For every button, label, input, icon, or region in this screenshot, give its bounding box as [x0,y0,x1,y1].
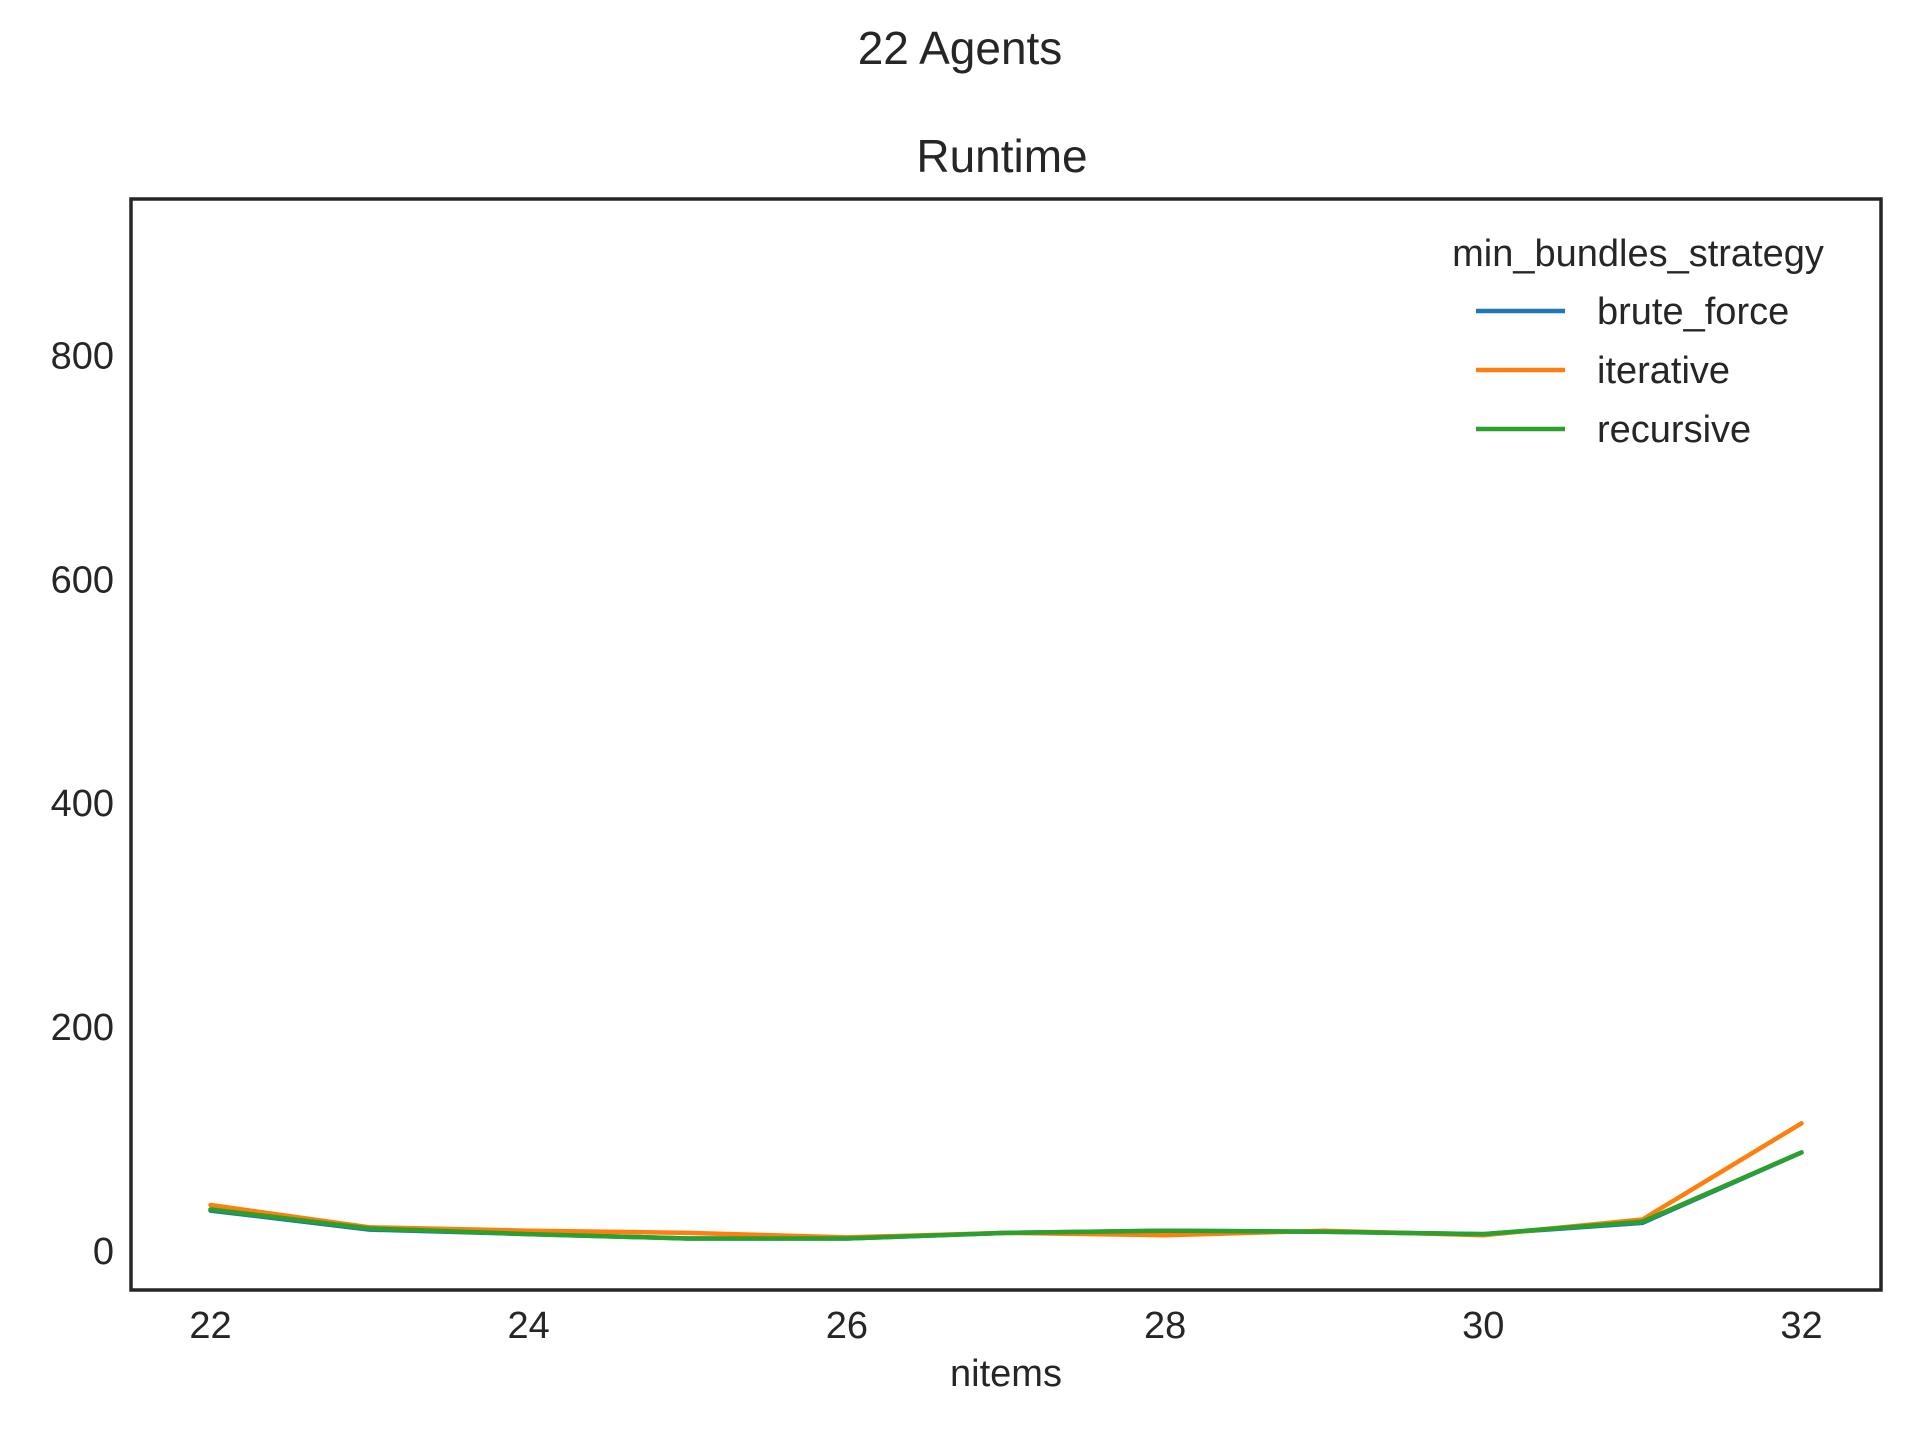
y-tick-label: 600 [51,560,114,602]
y-tick-label: 200 [51,1007,114,1049]
x-tick-label: 24 [508,1305,550,1347]
x-tick-label: 28 [1144,1305,1186,1347]
y-tick-label: 400 [51,783,114,825]
series-layer [208,1121,1804,1241]
x-tick-label: 26 [826,1305,868,1347]
chart-title: Runtime [916,130,1087,182]
x-axis-label: nitems [950,1353,1062,1395]
y-tick-label: 800 [51,336,114,378]
x-tick-label: 32 [1780,1305,1822,1347]
chart-legend: min_bundles_strategy brute_force iterativ… [1452,233,1824,451]
series-line-recursive [208,1150,1804,1241]
plot-area-frame [129,197,1883,1292]
legend-label-recursive: recursive [1597,409,1751,451]
legend-label-brute-force: brute_force [1597,291,1789,333]
legend-title: min_bundles_strategy [1452,233,1824,275]
legend-entries: brute_force iterative recursive [1476,291,1789,451]
y-tick-label: 0 [93,1231,114,1273]
figure-suptitle: 22 Agents [858,22,1063,74]
x-tick-label: 30 [1462,1305,1504,1347]
legend-label-iterative: iterative [1597,350,1730,392]
x-axis: 22 24 26 28 30 32 [189,1305,1822,1347]
x-tick-label: 22 [189,1305,231,1347]
y-axis: 0 200 400 600 800 [51,336,114,1273]
